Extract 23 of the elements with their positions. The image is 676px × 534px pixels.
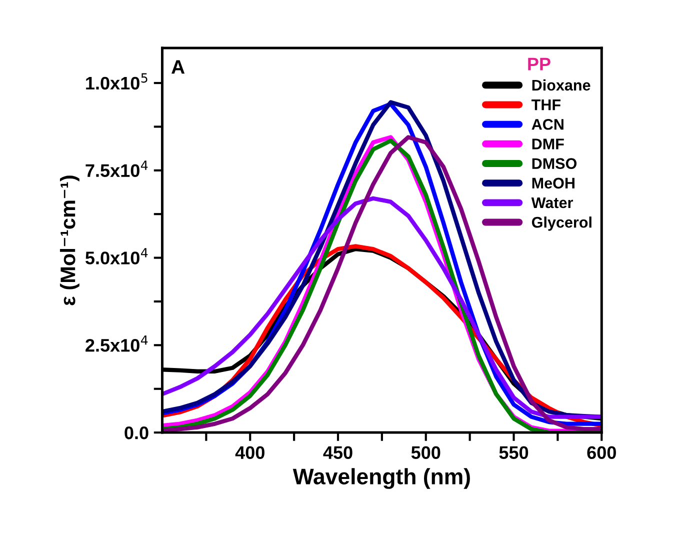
y-axis-title: ε (Mol⁻¹cm⁻¹) [60,176,80,306]
y-tick-label: 0.0 [124,426,148,440]
legend-label: Water [531,198,573,208]
legend-label: DMSO [532,158,577,169]
y-tick-label: 5.0x10$^{4}$ [86,248,148,264]
x-tick-label: 400 [235,446,264,459]
x-axis-title: Wavelength (nm) [292,468,470,489]
legend-label: DMF [532,138,564,150]
legend-label: ACN [532,118,564,130]
legend-label: MeOH [532,178,574,189]
x-tick-label: 600 [587,446,616,459]
y-tick-label: 2.5x10$^{4}$ [86,335,148,352]
y-tick-label: 7.5x10$^{4}$ [86,160,148,177]
x-tick-label: 500 [411,446,440,459]
annotation: A [172,60,185,74]
legend-label: Glycerol [532,216,592,231]
legend-title: PP [528,58,550,70]
x-tick-label: 550 [499,446,528,459]
y-tick-label: 1.0x10$^{5}$ [86,73,148,90]
x-tick-label: 450 [323,446,352,459]
legend-label: Dioxane [532,79,590,91]
line-series [162,196,602,419]
legend-label: THF [532,100,560,110]
